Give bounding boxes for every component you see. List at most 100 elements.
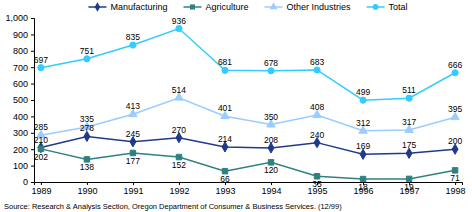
x-tick-mark xyxy=(271,182,272,185)
data-label: 169 xyxy=(356,141,370,151)
point-marker xyxy=(452,168,457,173)
y-tick: 800 xyxy=(13,46,34,56)
point-marker xyxy=(222,67,228,73)
data-label: 514 xyxy=(172,85,186,95)
x-tick-mark xyxy=(133,182,134,185)
y-tick-mark xyxy=(31,67,34,68)
data-label: 681 xyxy=(218,57,232,67)
legend-item: Manufacturing xyxy=(88,2,167,12)
data-label: 208 xyxy=(264,135,278,145)
x-tick-label: 1992 xyxy=(169,186,189,196)
data-label: 177 xyxy=(126,156,140,166)
data-label: 408 xyxy=(310,102,324,112)
y-tick-mark xyxy=(31,166,34,167)
x-tick-label: 1991 xyxy=(123,186,143,196)
data-label: 317 xyxy=(402,117,416,127)
data-label: 395 xyxy=(448,104,462,114)
data-label: 350 xyxy=(264,112,278,122)
data-label: 138 xyxy=(80,162,94,172)
data-label: 175 xyxy=(402,140,416,150)
data-label: 312 xyxy=(356,118,370,128)
series-line xyxy=(41,28,455,100)
data-label: 200 xyxy=(448,136,462,146)
point-marker xyxy=(222,168,227,173)
x-axis-line xyxy=(35,183,463,186)
data-label: 499 xyxy=(356,87,370,97)
legend: Manufacturing Agriculture Other Industries… xyxy=(88,2,407,12)
plot: 01002003004005006007008009001,0001989199… xyxy=(5,13,465,196)
point-marker xyxy=(314,174,319,179)
legend-label: Total xyxy=(389,2,408,12)
y-tick: 700 xyxy=(13,63,34,73)
series-line xyxy=(41,98,455,136)
x-tick: 1992 xyxy=(169,182,189,196)
y-tick-mark xyxy=(31,182,34,183)
data-label: 335 xyxy=(80,114,94,124)
legend-marker xyxy=(270,3,278,10)
y-tick-mark xyxy=(31,149,34,150)
y-tick: 100 xyxy=(13,161,34,171)
data-label: 71 xyxy=(450,173,460,183)
data-label: 697 xyxy=(34,55,48,65)
legend-marker xyxy=(373,4,379,10)
x-tick: 1989 xyxy=(31,182,51,196)
y-tick-label: 800 xyxy=(13,46,28,56)
x-tick-mark xyxy=(41,182,42,185)
x-tick: 1997 xyxy=(400,182,420,196)
point-marker xyxy=(176,154,181,159)
point-marker xyxy=(406,95,412,101)
x-tick-label: 1993 xyxy=(215,186,235,196)
data-label: 511 xyxy=(402,85,416,95)
point-marker xyxy=(406,176,411,181)
data-label: 270 xyxy=(172,125,186,135)
y-tick-label: 1,000 xyxy=(5,13,28,23)
legend-marker xyxy=(190,4,195,9)
x-tick: 1990 xyxy=(77,182,97,196)
legend-label: Agriculture xyxy=(205,2,248,12)
y-tick-mark xyxy=(31,51,34,52)
point-marker xyxy=(314,67,320,73)
source-note: Source: Research & Analysis Section, Ore… xyxy=(4,202,342,211)
data-label: 214 xyxy=(218,134,232,144)
series-line xyxy=(41,136,455,154)
series-line xyxy=(41,149,455,179)
point-marker xyxy=(360,176,365,181)
x-tick-label: 1998 xyxy=(446,186,466,196)
y-tick: 400 xyxy=(13,112,34,122)
data-label: 666 xyxy=(448,60,462,70)
point-marker xyxy=(130,150,135,155)
data-label: 210 xyxy=(34,135,48,145)
x-axis: 1989199019911992199319941995199619971998 xyxy=(31,182,465,196)
y-tick: 500 xyxy=(13,95,34,105)
point-marker xyxy=(268,68,274,74)
y-tick-label: 100 xyxy=(13,161,28,171)
y-tick-label: 900 xyxy=(13,30,28,40)
data-label: 66 xyxy=(220,174,230,184)
data-label: 245 xyxy=(126,129,140,139)
data-label: 19 xyxy=(404,182,414,192)
data-label: 835 xyxy=(126,32,140,42)
point-marker xyxy=(452,70,458,76)
data-label: 285 xyxy=(34,122,48,132)
x-tick-label: 1989 xyxy=(31,186,51,196)
y-tick: 1,000 xyxy=(5,13,34,23)
legend-item: Other Industries xyxy=(265,2,352,12)
data-label: 18 xyxy=(358,182,368,192)
data-label: 202 xyxy=(34,152,48,162)
point-marker xyxy=(176,25,182,31)
data-label: 152 xyxy=(172,160,186,170)
data-label: 401 xyxy=(218,103,232,113)
point-marker xyxy=(38,146,43,151)
legend-item: Agriculture xyxy=(183,2,248,12)
y-tick: 200 xyxy=(13,145,34,155)
y-tick: 300 xyxy=(13,128,34,138)
y-tick-mark xyxy=(31,116,34,117)
point-marker xyxy=(84,56,90,62)
x-tick: 1994 xyxy=(261,182,281,196)
point-marker xyxy=(38,65,44,71)
point-marker xyxy=(360,97,366,103)
data-label: 936 xyxy=(172,15,186,25)
y-tick-label: 300 xyxy=(13,128,28,138)
y-tick-label: 500 xyxy=(13,95,28,105)
y-tick-mark xyxy=(31,100,34,101)
